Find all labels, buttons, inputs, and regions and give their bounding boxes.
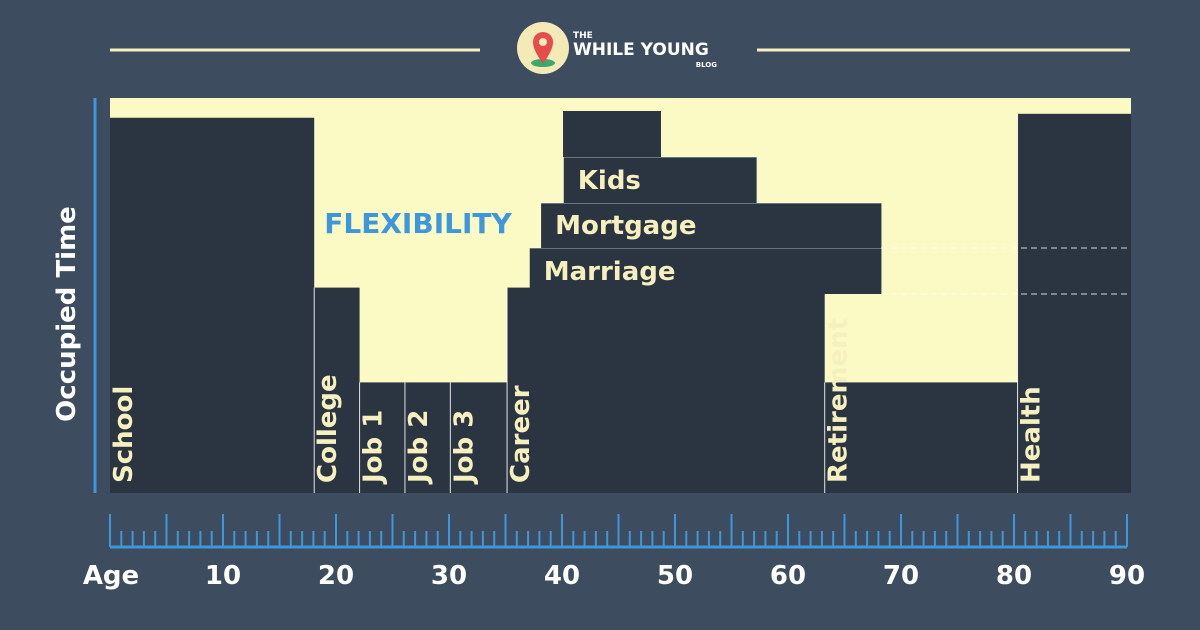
y-axis-label: Occupied Time — [52, 206, 82, 422]
bar-label-kids: Kids — [578, 166, 641, 196]
x-tick-label: 80 — [996, 561, 1032, 591]
bar-health — [1017, 113, 1131, 494]
bar-career — [507, 287, 825, 493]
bar-label-school: School — [109, 386, 139, 483]
x-axis-label: Age — [83, 561, 139, 591]
bar-marriage — [529, 248, 882, 294]
x-tick-label: 40 — [544, 561, 580, 591]
x-axis — [109, 514, 1128, 549]
x-tick-label: 10 — [205, 561, 241, 591]
map-pin-icon — [531, 32, 555, 67]
bar-label-career: Career — [506, 385, 536, 483]
bar-label-mortgage: Mortgage — [555, 211, 696, 241]
flexibility-label: FLEXIBILITY — [324, 207, 512, 240]
bar-job-1 — [359, 382, 405, 493]
bar-label-health: Health — [1017, 386, 1047, 483]
bar-school — [110, 117, 315, 493]
bar-label-marriage: Marriage — [544, 257, 676, 287]
bar-label-college: College — [313, 374, 343, 483]
x-tick-label: 20 — [318, 561, 354, 591]
bar-label-job-3: Job 3 — [449, 410, 479, 485]
bar-label-job-1: Job 1 — [359, 410, 389, 485]
logo-line1: THE — [573, 31, 593, 41]
x-tick-label: 70 — [883, 561, 919, 591]
x-tick-label: 60 — [770, 561, 806, 591]
bar-retirement — [824, 382, 1018, 493]
logo-line3: BLOG — [696, 61, 717, 69]
bar-job-2 — [404, 382, 451, 493]
bar-mortgage — [541, 203, 882, 248]
bar-college — [314, 287, 360, 493]
bar-label-retirement: Retirement — [824, 318, 854, 483]
logo-line2: WHILE YOUNG — [573, 40, 709, 60]
bar-kids-top — [563, 111, 661, 157]
bar-job-3 — [450, 382, 508, 493]
bar-label-job-2: Job 2 — [404, 410, 434, 485]
x-tick-label: 90 — [1109, 561, 1145, 591]
x-tick-label: 30 — [431, 561, 467, 591]
bar-kids — [563, 157, 757, 203]
logo: THE WHILE YOUNG BLOG — [517, 22, 717, 74]
x-tick-label: 50 — [657, 561, 693, 591]
